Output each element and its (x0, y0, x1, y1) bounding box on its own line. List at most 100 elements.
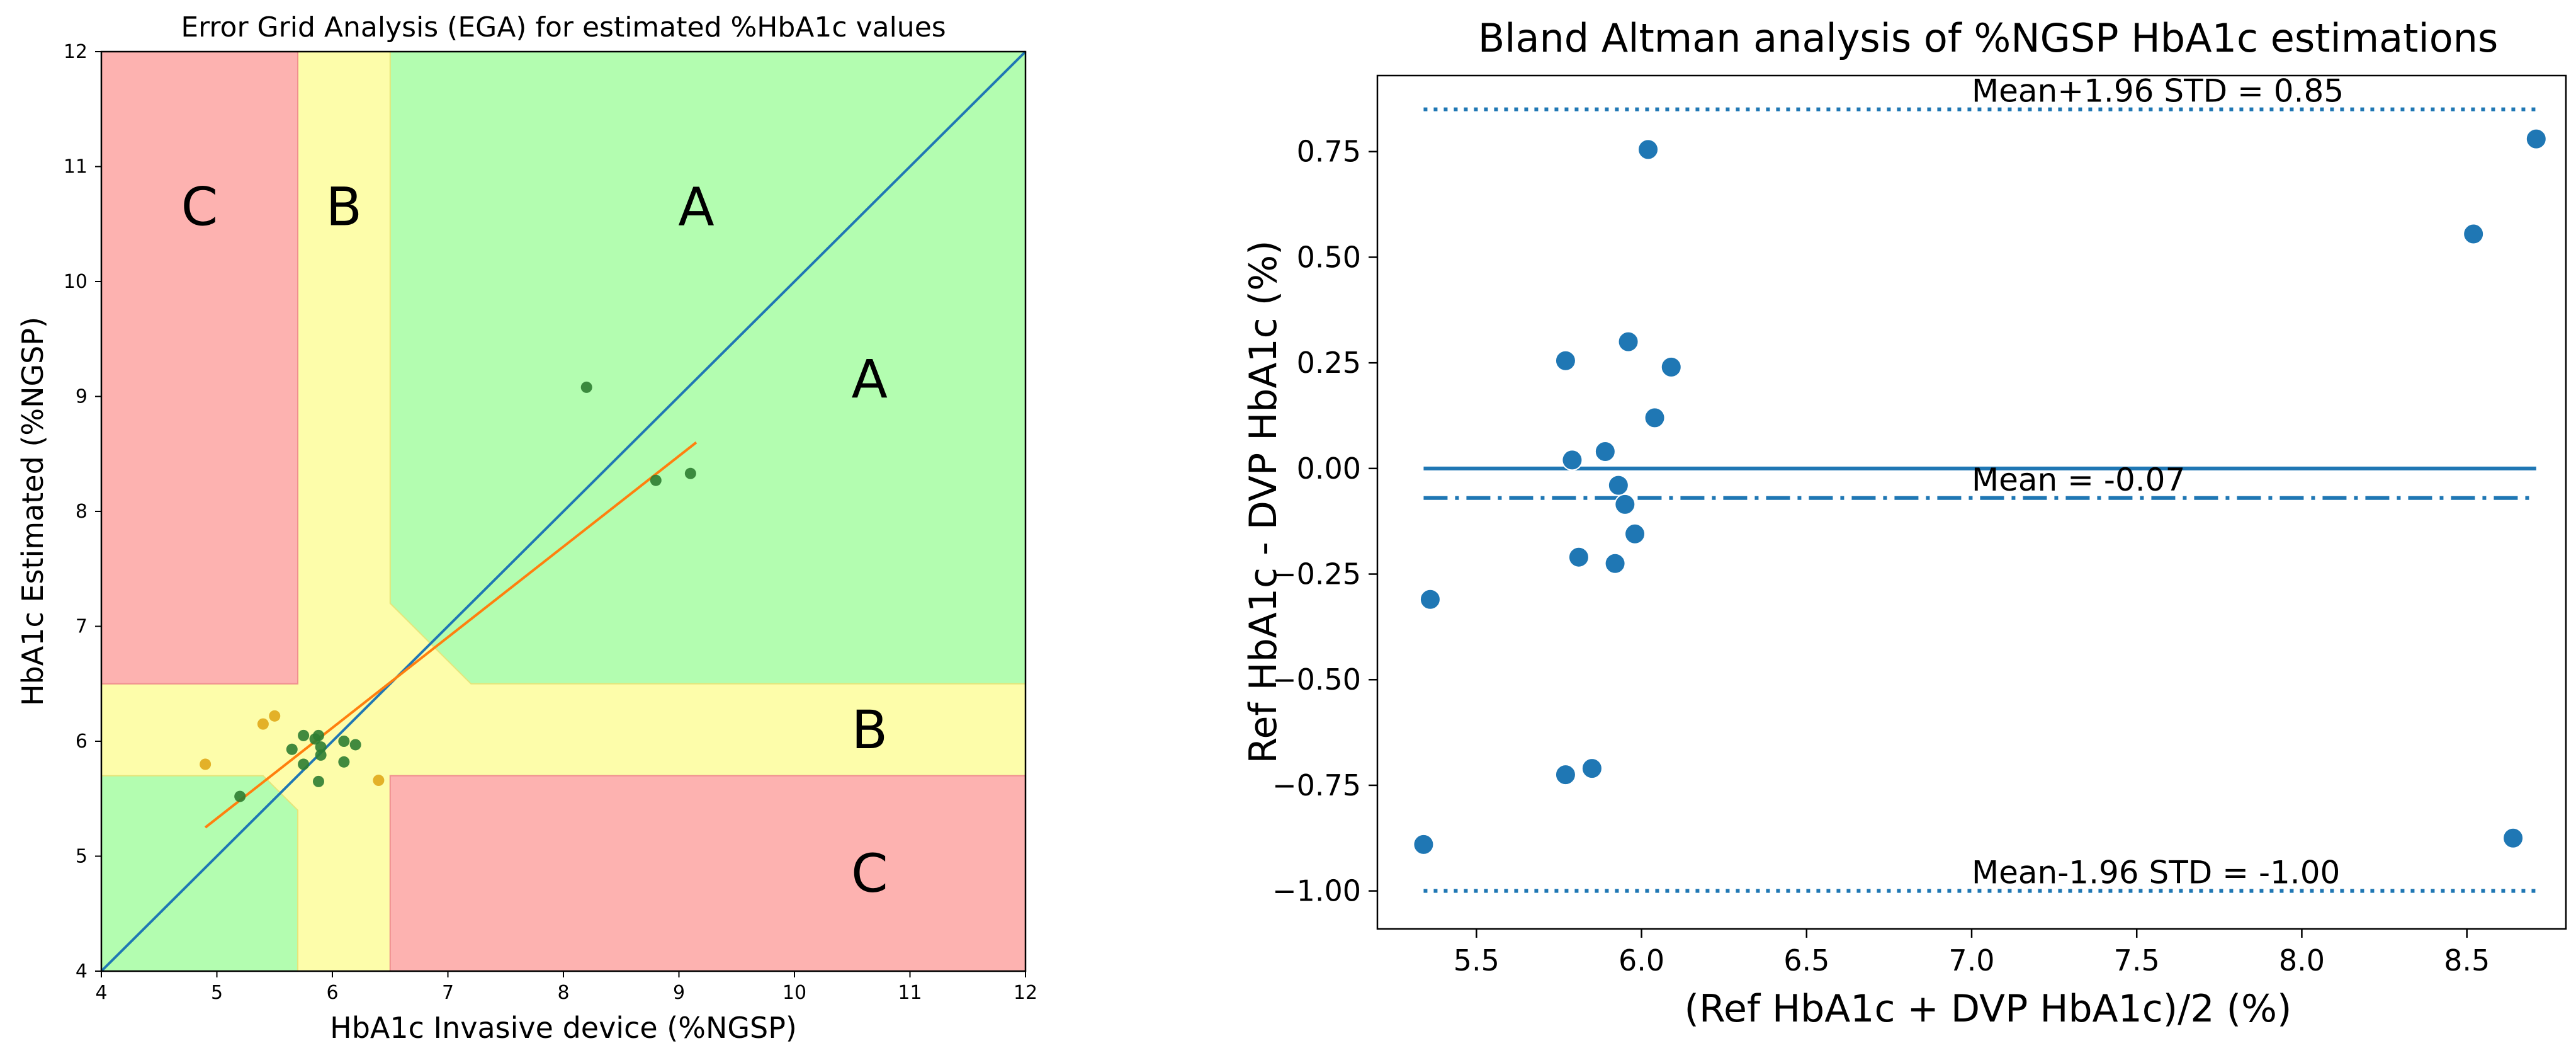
ega-data-point (312, 775, 324, 787)
ega-y-tick-label: 12 (64, 41, 88, 63)
ega-zone-label: C (181, 176, 218, 237)
ega-data-point (269, 710, 281, 722)
ega-y-tick-label: 11 (64, 156, 88, 178)
ba-x-axis-label: (Ref HbA1c + DVP HbA1c)/2 (%) (1685, 987, 2292, 1031)
ba-data-point (1660, 356, 1682, 378)
ega-zone-c-lower-right (389, 775, 1026, 972)
ega-zone-labels: C B A A B C (181, 176, 888, 904)
ba-x-ticks: 5.5 6.0 6.5 7.0 7.5 8.0 8.5 (1454, 929, 2490, 977)
ba-data-point (1581, 758, 1603, 780)
ba-data-point (2525, 128, 2547, 150)
ba-data-point (2463, 223, 2485, 245)
ega-x-axis-label: HbA1c Invasive device (%NGSP) (330, 1011, 797, 1045)
ba-data-point (1644, 407, 1666, 429)
ba-y-tick-label: 0.25 (1297, 346, 1361, 380)
ba-data-point (2502, 827, 2524, 849)
ba-x-tick-label: 7.0 (1948, 943, 1994, 977)
ega-y-tick-label: 4 (76, 960, 88, 982)
ba-x-tick-label: 6.5 (1783, 943, 1829, 977)
ega-y-tick-label: 10 (64, 271, 88, 293)
ba-data-point (1624, 523, 1646, 545)
ega-data-point (298, 729, 310, 741)
ba-data-point (1561, 449, 1583, 471)
ega-data-point (373, 775, 385, 787)
ega-y-tick-label: 8 (76, 501, 88, 523)
ega-data-point (338, 736, 350, 747)
ega-data-point (312, 729, 324, 741)
ega-y-tick-label: 9 (76, 386, 88, 408)
ega-data-point (234, 790, 246, 802)
ega-data-point (580, 381, 592, 393)
ega-zone-c-upper-left (101, 51, 298, 685)
ega-x-tick-label: 10 (782, 982, 806, 1004)
ega-data-point (200, 758, 212, 770)
ega-y-ticks: 4 5 6 7 8 9 10 11 12 (64, 41, 101, 982)
ega-regression-line (204, 441, 698, 829)
ega-zone-label: B (851, 699, 888, 761)
ba-y-axis-label: Ref HbA1c - DVP HbA1c (%) (1241, 240, 1285, 763)
ba-lower-loa-label: Mean-1.96 STD = -1.00 (1972, 855, 2340, 891)
ba-y-ticks: 0.75 0.50 0.25 0.00 −0.25 −0.50 −0.75 −1.00 (1272, 135, 1377, 908)
ba-data-point (1554, 764, 1576, 786)
ba-reference-lines (1423, 107, 2536, 893)
ega-data-point (315, 741, 327, 753)
ba-line-labels: Mean+1.96 STD = 0.85 Mean = -0.07 Mean-1… (1972, 73, 2344, 891)
ega-y-axis-label: HbA1c Estimated (%NGSP) (16, 317, 50, 706)
ba-data-point (1554, 350, 1576, 372)
ega-data-point (315, 749, 327, 761)
ba-y-tick-label: −0.50 (1272, 663, 1361, 697)
ega-zone-label: A (852, 348, 888, 410)
ba-data-point (1604, 552, 1626, 574)
ba-data-point (1568, 546, 1590, 568)
ega-x-tick-label: 6 (326, 982, 338, 1004)
ega-points (200, 381, 696, 802)
ega-chart: Error Grid Analysis (EGA) for estimated … (16, 11, 1037, 1045)
ba-y-tick-label: −1.00 (1272, 874, 1361, 908)
bland-altman-chart: Bland Altman analysis of %NGSP HbA1c est… (1241, 15, 2567, 1031)
ba-x-tick-label: 7.5 (2114, 943, 2160, 977)
ega-x-tick-label: 8 (557, 982, 569, 1004)
ba-data-point (1617, 331, 1639, 353)
ba-y-tick-label: 0.75 (1297, 135, 1361, 169)
ega-data-point (684, 467, 696, 479)
ega-data-point (286, 743, 298, 755)
ega-zone-label: C (851, 843, 888, 904)
ega-x-tick-label: 9 (673, 982, 685, 1004)
ega-x-tick-label: 4 (95, 982, 107, 1004)
ba-data-point (1607, 474, 1629, 496)
ba-y-tick-label: −0.25 (1272, 557, 1361, 591)
ega-data-point (349, 739, 361, 751)
ega-y-tick-label: 7 (76, 616, 88, 638)
ba-x-tick-label: 5.5 (1454, 943, 1500, 977)
ega-y-tick-label: 6 (76, 731, 88, 753)
ega-identity-line (100, 50, 1027, 972)
ba-data-point (1419, 588, 1441, 610)
ba-y-tick-label: 0.00 (1297, 452, 1361, 486)
ega-data-point (298, 758, 310, 770)
ega-data-point (338, 756, 350, 768)
ega-zone-label: A (678, 176, 714, 237)
ba-data-point (1413, 833, 1435, 855)
ega-x-ticks: 4 5 6 7 8 9 10 11 12 (95, 971, 1037, 1004)
ba-y-tick-label: −0.75 (1272, 768, 1361, 802)
ba-x-tick-label: 8.5 (2444, 943, 2490, 977)
ega-data-point (257, 718, 269, 730)
ba-plot-frame (1376, 74, 2567, 930)
ega-x-tick-label: 5 (211, 982, 223, 1004)
ba-x-tick-label: 8.0 (2279, 943, 2325, 977)
ega-zone-label: B (326, 176, 363, 237)
ba-upper-loa-label: Mean+1.96 STD = 0.85 (1972, 73, 2344, 110)
ega-x-tick-label: 7 (442, 982, 454, 1004)
ba-points (1413, 128, 2547, 855)
ega-y-tick-label: 5 (76, 846, 88, 868)
ba-x-tick-label: 6.0 (1618, 943, 1664, 977)
ba-y-tick-label: 0.50 (1297, 240, 1361, 274)
ega-x-tick-label: 11 (898, 982, 922, 1004)
ba-data-point (1614, 493, 1636, 515)
ba-mean-label: Mean = -0.07 (1972, 462, 2185, 498)
ba-data-point (1594, 441, 1616, 463)
ega-data-point (650, 474, 662, 486)
ega-title: Error Grid Analysis (EGA) for estimated … (181, 11, 946, 43)
ba-data-point (1637, 139, 1659, 161)
